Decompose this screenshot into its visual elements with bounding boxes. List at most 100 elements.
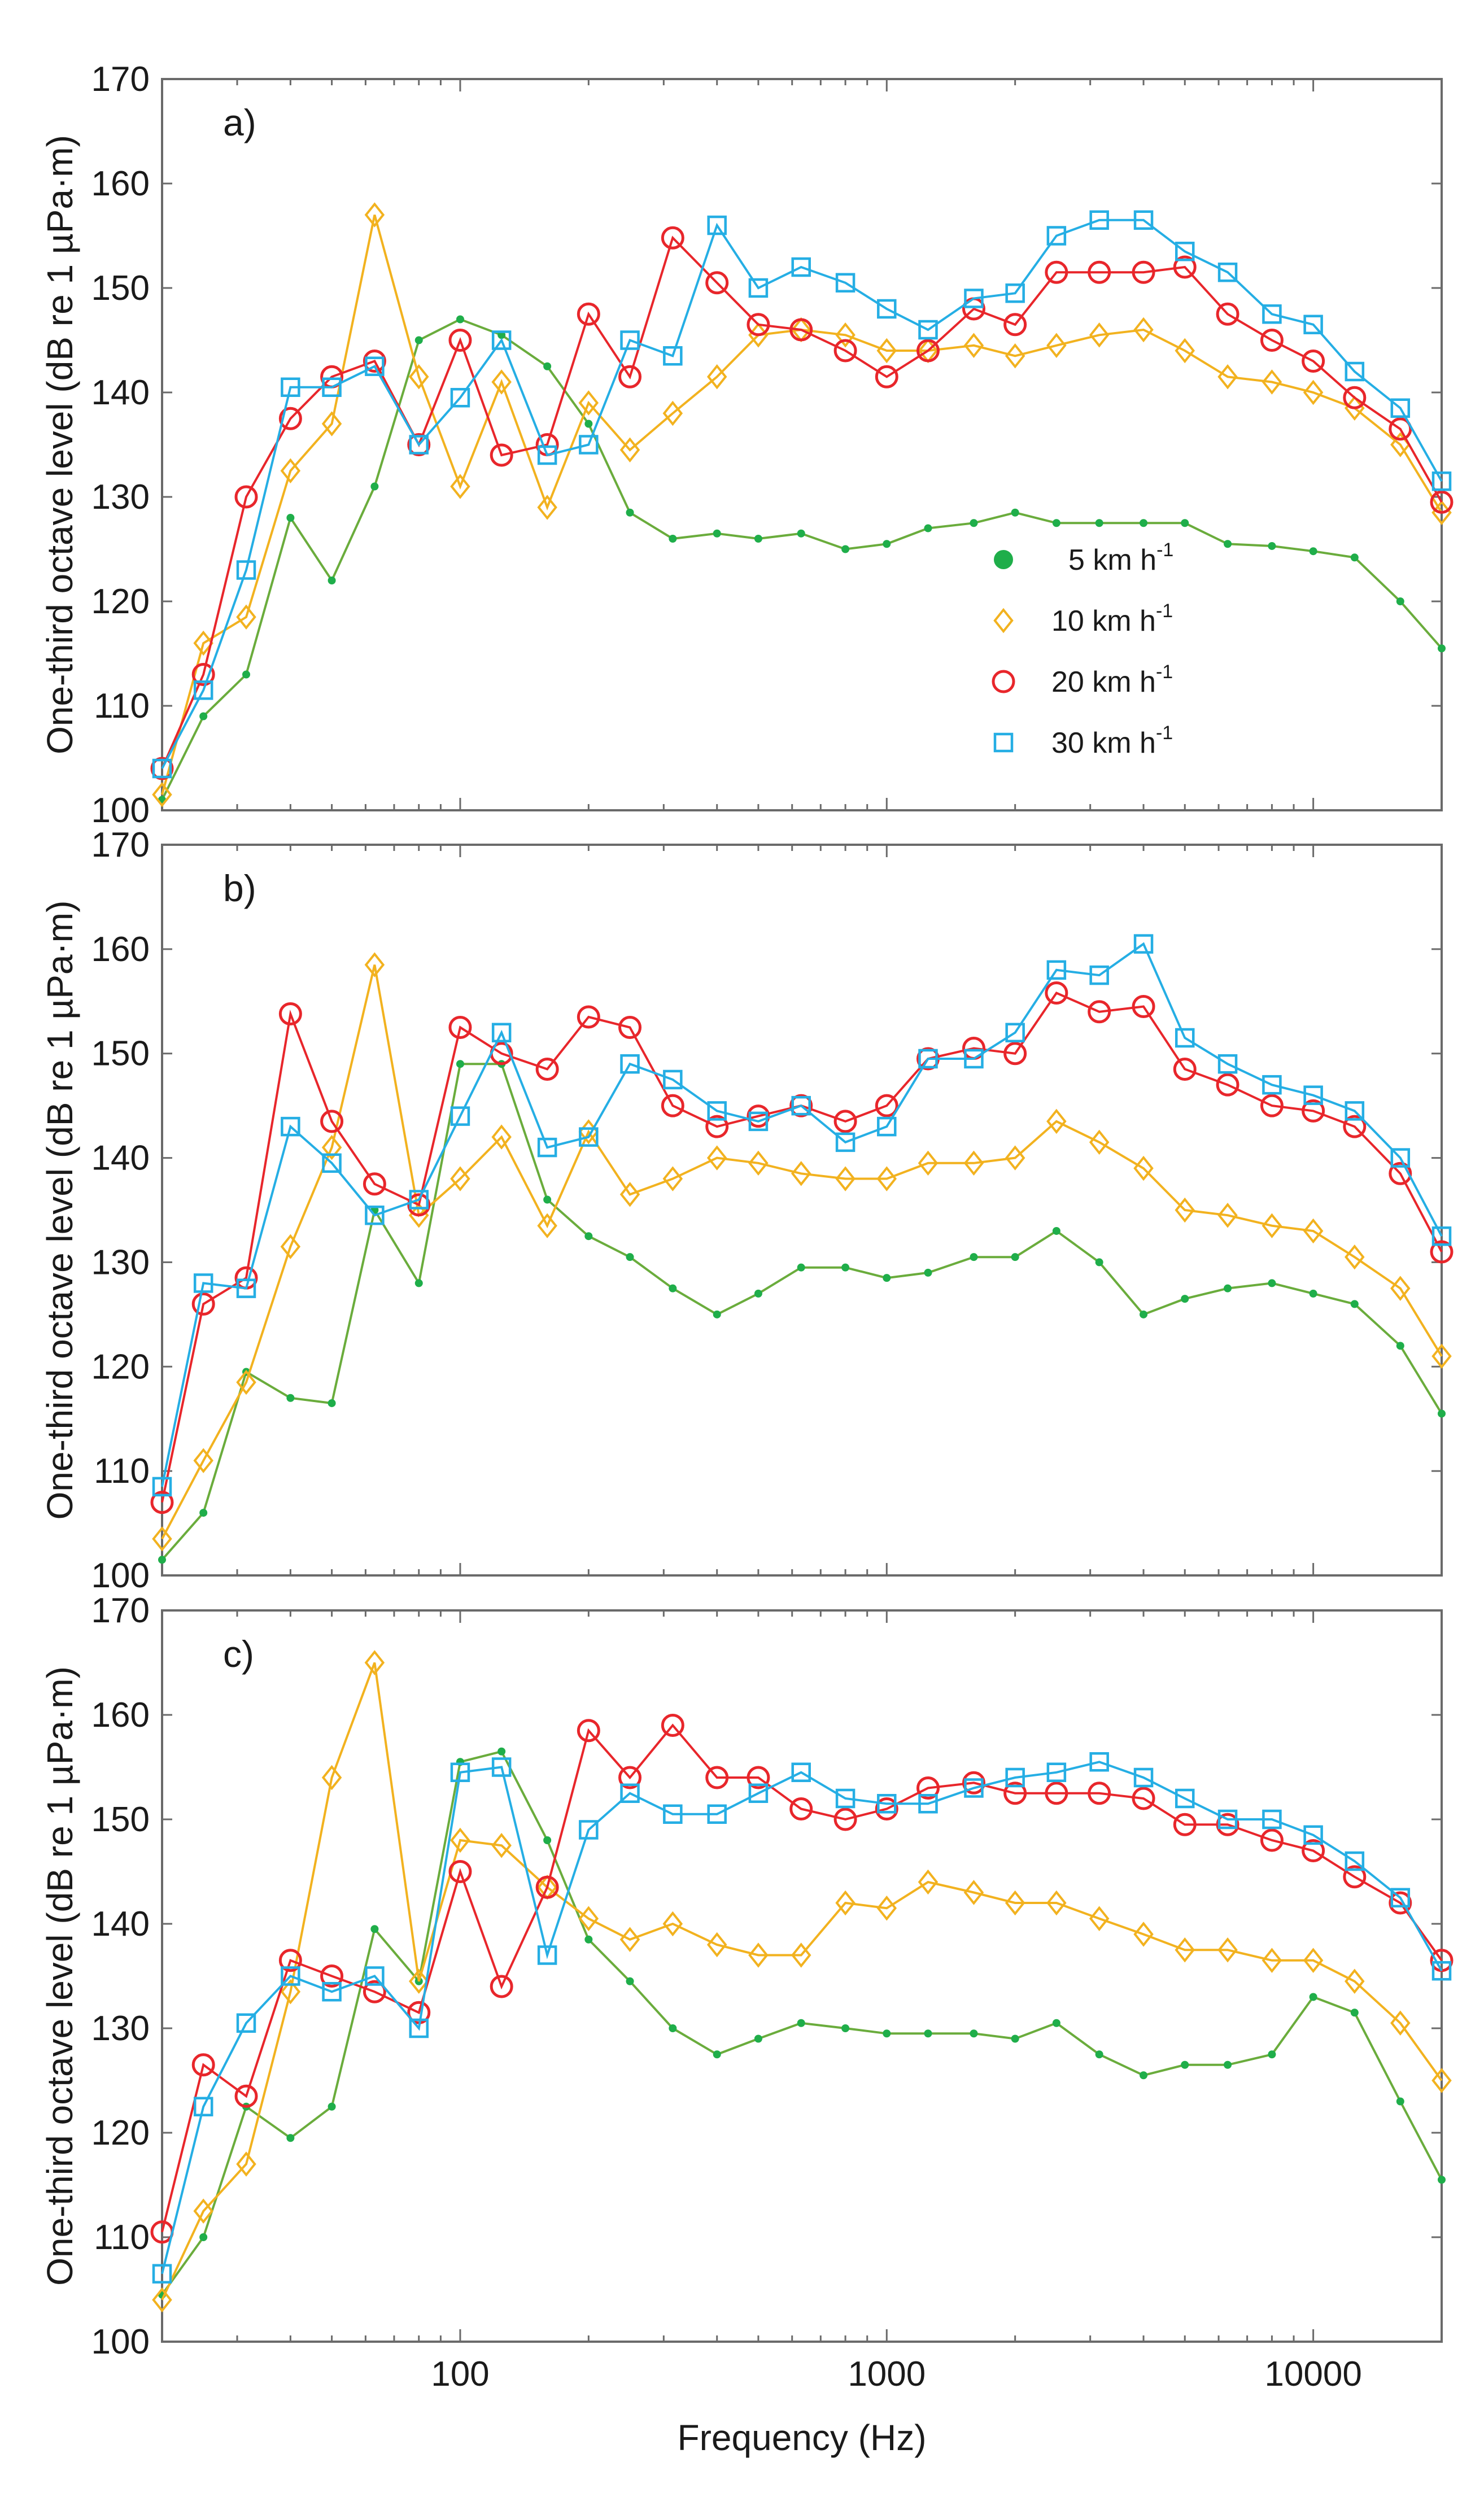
data-point bbox=[1133, 1767, 1154, 1788]
data-point bbox=[414, 336, 423, 344]
data-point bbox=[1431, 1343, 1452, 1369]
data-point bbox=[1052, 519, 1060, 527]
data-point bbox=[962, 1771, 985, 1795]
data-point bbox=[577, 302, 600, 326]
data-point bbox=[1438, 2176, 1446, 2184]
data-point bbox=[791, 257, 811, 277]
data-point bbox=[1046, 1108, 1067, 1134]
y-tick-label: 130 bbox=[91, 1243, 150, 1282]
data-point bbox=[918, 320, 938, 340]
data-point bbox=[1052, 1226, 1060, 1235]
data-point bbox=[365, 356, 385, 376]
data-point bbox=[537, 445, 557, 465]
y-tick-label: 150 bbox=[91, 1034, 150, 1073]
data-point bbox=[199, 2233, 208, 2241]
data-point bbox=[1005, 1767, 1025, 1788]
data-point bbox=[1089, 965, 1109, 985]
data-point bbox=[1217, 263, 1238, 282]
data-point bbox=[1268, 542, 1276, 550]
data-point bbox=[152, 2264, 172, 2284]
data-point bbox=[278, 1949, 302, 1972]
data-point bbox=[537, 1137, 557, 1158]
data-point bbox=[707, 1101, 727, 1121]
data-point bbox=[706, 364, 727, 390]
data-point bbox=[1089, 1906, 1110, 1931]
data-point bbox=[1140, 2071, 1148, 2080]
data-point bbox=[1089, 1129, 1110, 1155]
data-point bbox=[1132, 1787, 1155, 1810]
data-point bbox=[964, 1049, 984, 1069]
data-point bbox=[748, 1942, 769, 1968]
data-point bbox=[1181, 1295, 1189, 1303]
data-point bbox=[1005, 1890, 1025, 1916]
series-line bbox=[161, 1761, 1443, 2274]
series-line bbox=[161, 942, 1443, 1487]
data-point bbox=[1350, 1300, 1359, 1308]
data-point bbox=[748, 1150, 769, 1176]
data-point bbox=[1217, 1809, 1238, 1830]
data-point bbox=[1303, 315, 1323, 334]
data-point bbox=[236, 2013, 256, 2033]
data-point bbox=[365, 1205, 385, 1225]
data-point bbox=[1390, 398, 1411, 418]
data-point bbox=[1343, 386, 1367, 409]
y-tick-label: 160 bbox=[91, 164, 150, 203]
data-point bbox=[1089, 1752, 1109, 1772]
x-tick-label: 100 bbox=[431, 2355, 489, 2394]
data-point bbox=[963, 1880, 984, 1905]
data-point bbox=[875, 1094, 898, 1117]
data-point bbox=[1438, 1409, 1446, 1418]
data-point bbox=[1303, 1948, 1324, 1973]
data-point bbox=[1003, 1042, 1027, 1066]
data-point bbox=[1431, 1226, 1452, 1246]
data-point bbox=[578, 1906, 599, 1931]
data-point bbox=[754, 1289, 762, 1298]
data-point bbox=[278, 1002, 302, 1025]
data-point bbox=[199, 712, 208, 721]
y-tick-label: 140 bbox=[91, 1905, 150, 1944]
data-point bbox=[450, 1762, 470, 1782]
series-1 bbox=[158, 1060, 1446, 1564]
data-point bbox=[1045, 260, 1068, 284]
data-point bbox=[448, 329, 472, 352]
legend-item: 5 km h-1 bbox=[994, 539, 1173, 577]
data-point bbox=[1140, 1310, 1148, 1318]
series-2 bbox=[152, 952, 1452, 1552]
data-point bbox=[1302, 1099, 1325, 1123]
data-point bbox=[877, 1794, 897, 1814]
data-point bbox=[1003, 1782, 1027, 1805]
data-point bbox=[535, 1057, 559, 1081]
data-point bbox=[537, 1945, 557, 1965]
data-point bbox=[1431, 471, 1452, 491]
data-point bbox=[1260, 1828, 1284, 1852]
data-point bbox=[875, 1797, 898, 1820]
data-point bbox=[193, 630, 213, 656]
data-point bbox=[662, 1911, 683, 1937]
data-point bbox=[1133, 210, 1154, 230]
data-point bbox=[877, 1116, 897, 1137]
data-point bbox=[754, 535, 762, 543]
data-point bbox=[1260, 1094, 1284, 1117]
y-tick-label: 160 bbox=[91, 930, 150, 969]
data-point bbox=[1262, 1948, 1282, 1973]
data-point bbox=[1303, 1218, 1324, 1244]
legend-marker bbox=[992, 670, 1015, 693]
data-point bbox=[1389, 417, 1412, 441]
data-point bbox=[964, 289, 984, 308]
data-point bbox=[1011, 2034, 1019, 2043]
data-point bbox=[321, 1765, 342, 1791]
data-point bbox=[1309, 1993, 1317, 2001]
data-point bbox=[320, 1964, 344, 1988]
data-point bbox=[1390, 1148, 1411, 1168]
data-point bbox=[364, 952, 385, 977]
data-point bbox=[713, 2050, 721, 2059]
data-point bbox=[1132, 260, 1155, 284]
data-point bbox=[1133, 934, 1154, 954]
data-point bbox=[963, 1150, 984, 1176]
data-point bbox=[577, 1719, 600, 1743]
series-3 bbox=[150, 226, 1454, 780]
y-tick-label: 140 bbox=[91, 373, 150, 412]
data-point bbox=[1431, 1961, 1452, 1981]
data-point bbox=[1045, 1782, 1068, 1805]
data-point bbox=[1343, 1865, 1367, 1889]
